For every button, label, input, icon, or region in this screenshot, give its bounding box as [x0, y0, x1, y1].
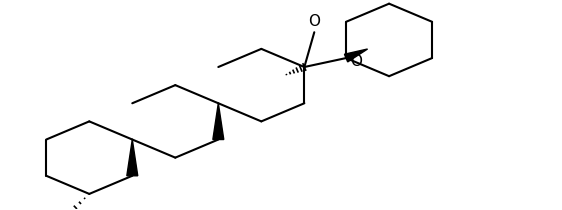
Polygon shape — [127, 139, 138, 176]
Polygon shape — [213, 103, 224, 139]
Polygon shape — [345, 49, 368, 62]
Text: O: O — [350, 54, 362, 68]
Text: O: O — [309, 14, 320, 29]
